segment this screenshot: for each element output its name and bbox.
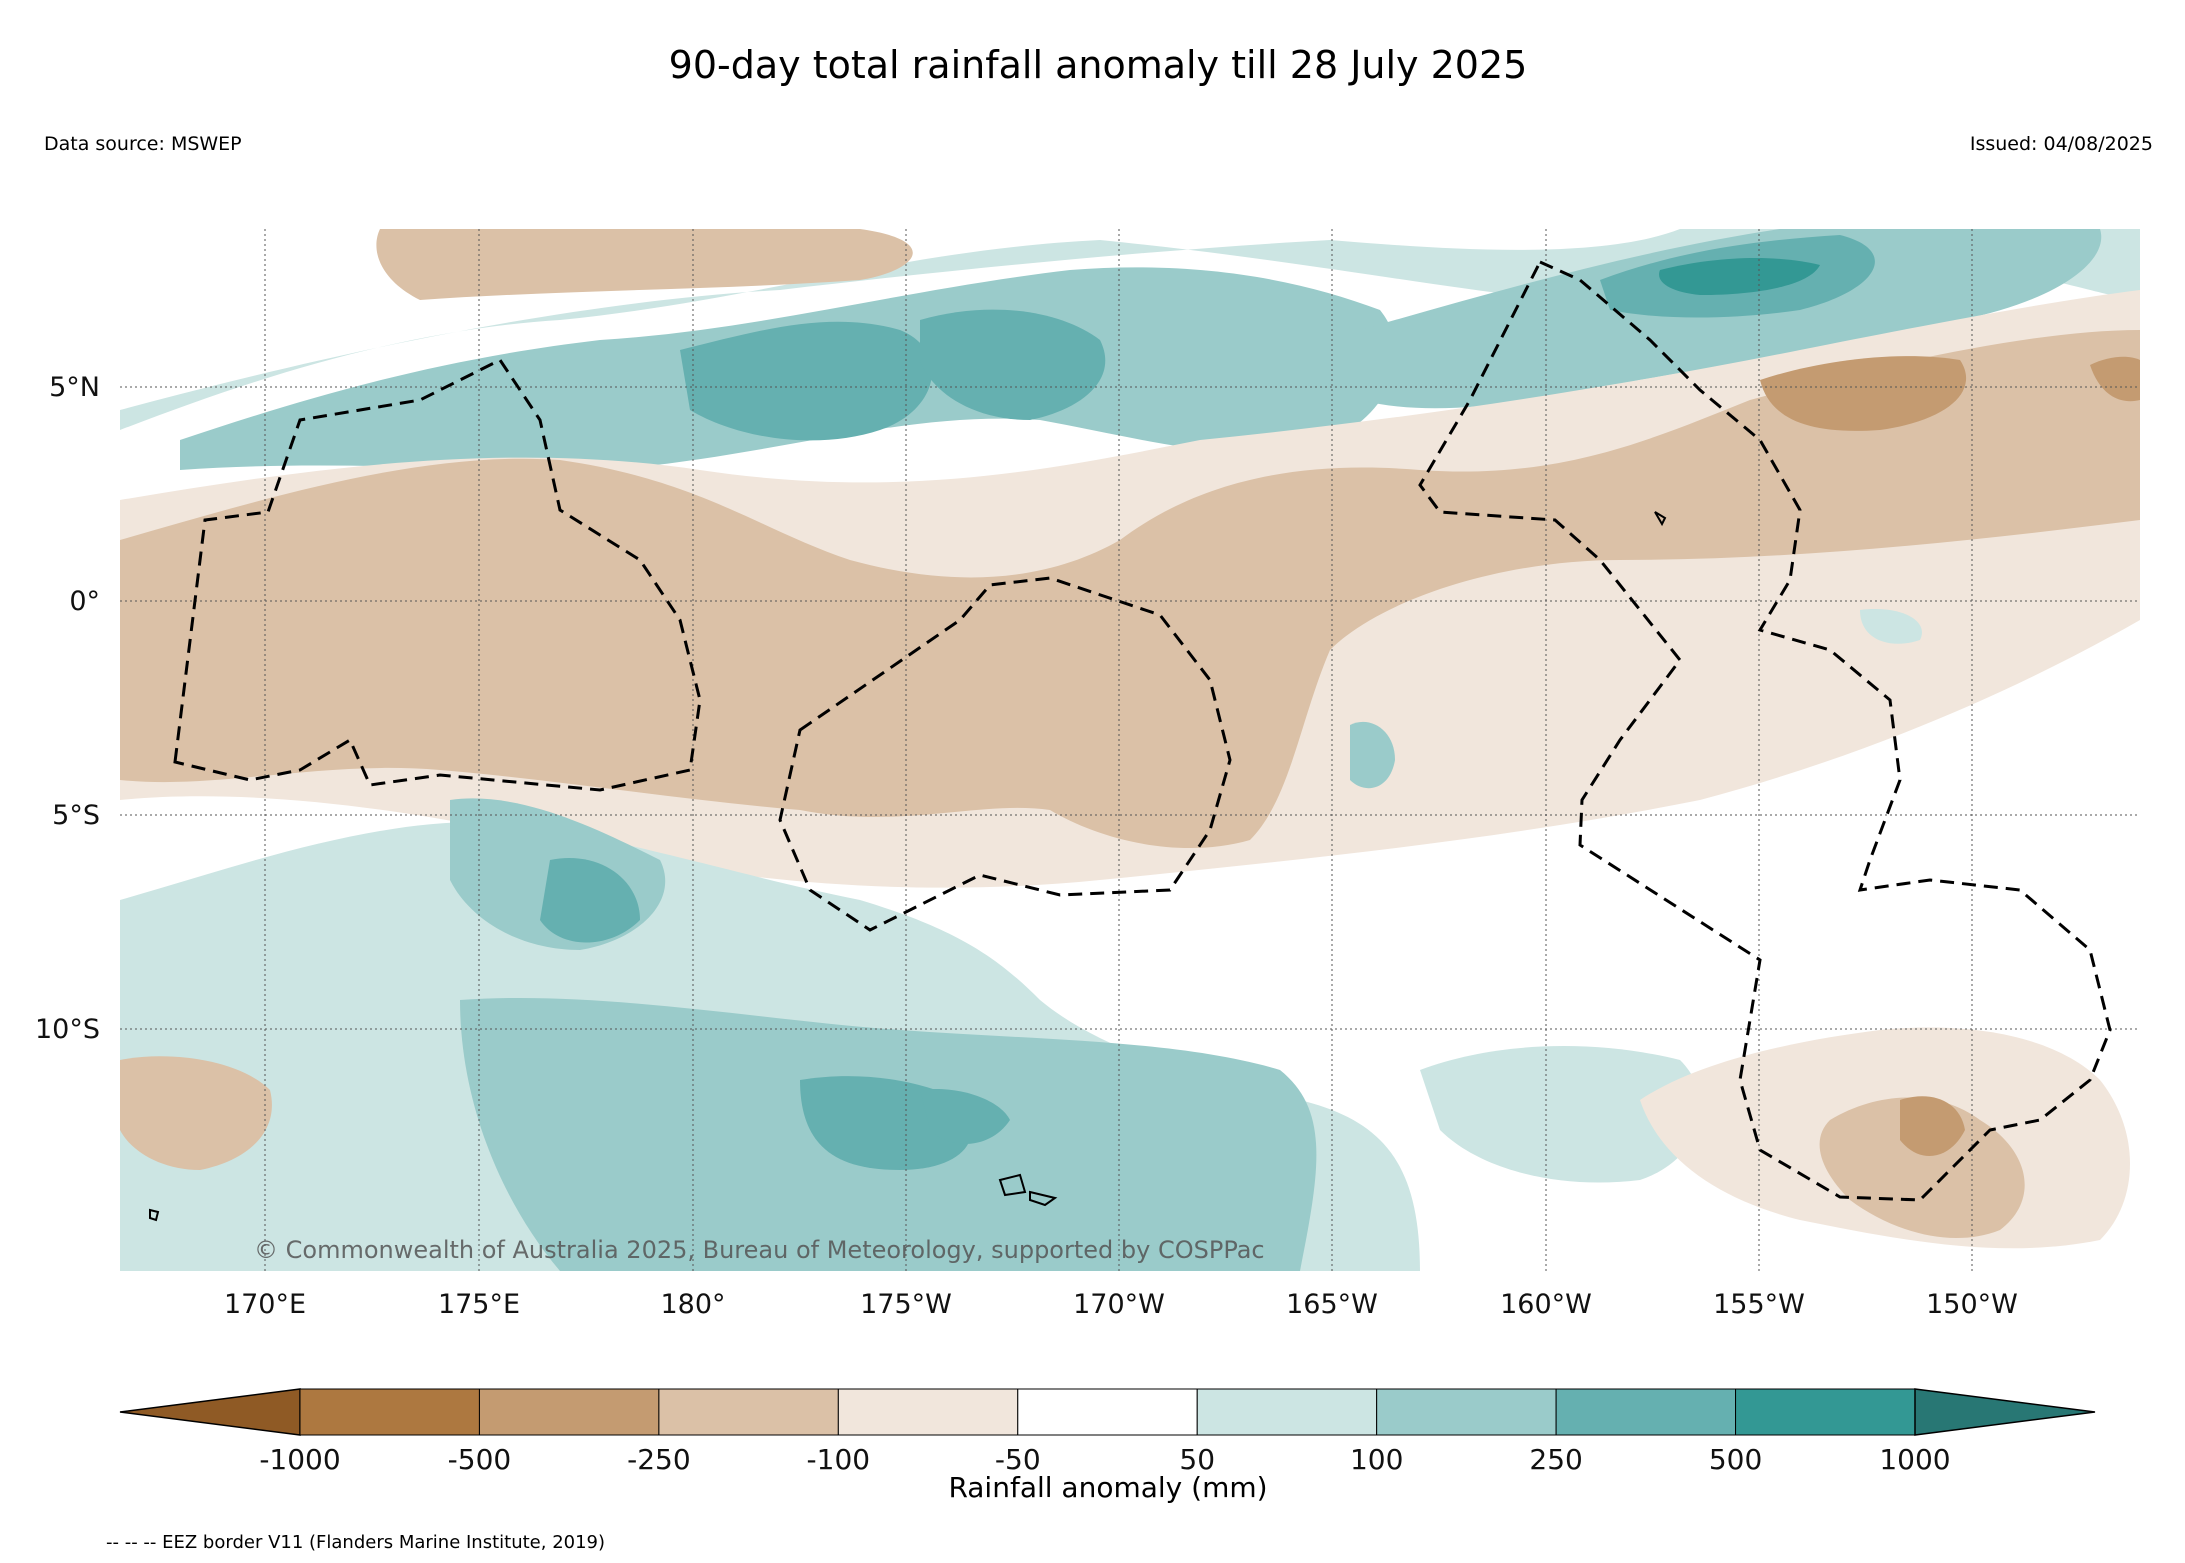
- anomaly-wet-south-west-2: [540, 858, 640, 943]
- anomaly-wet-patch-2: [1860, 609, 1922, 644]
- anomaly-dry-northeast-strong: [1760, 356, 1967, 431]
- lat-label-10s: 10°S: [35, 1014, 100, 1045]
- lon-label-170w: 170°W: [1073, 1289, 1165, 1320]
- anomaly-wet-patch-1: [1350, 721, 1395, 789]
- cb-tick: -250: [627, 1443, 691, 1476]
- colorbar-segment: [837, 1388, 1019, 1436]
- anomaly-dry-northwest: [376, 229, 913, 300]
- lon-label-175e: 175°E: [438, 1289, 520, 1320]
- lon-label-150w: 150°W: [1926, 1289, 2018, 1320]
- anomaly-wet-north-mid-2: [1360, 229, 2102, 409]
- anomaly-wet-south-strong-2: [920, 1089, 1010, 1144]
- colorbar-segment: [478, 1388, 660, 1436]
- anomaly-dry-northeast-strong-2: [2090, 356, 2140, 402]
- lat-label-5n: 5°N: [49, 372, 100, 403]
- colorbar-ticks: -1000 -500 -250 -100 -50 50 100 250 500 …: [259, 1443, 1950, 1476]
- colorbar-segment: [1735, 1388, 1916, 1436]
- data-source: Data source: MSWEP: [44, 133, 242, 155]
- cb-tick: 250: [1529, 1443, 1582, 1476]
- cb-tick: 100: [1350, 1443, 1403, 1476]
- cb-tick: -50: [995, 1443, 1041, 1476]
- island-1: [998, 1173, 1027, 1197]
- island-3: [149, 1208, 160, 1222]
- colorbar-segment: [1196, 1388, 1378, 1436]
- cb-tick: -100: [807, 1443, 871, 1476]
- colorbar-segment: [1017, 1388, 1198, 1436]
- anomaly-wet-north-strong: [680, 321, 933, 441]
- colorbar-segment: [299, 1388, 480, 1436]
- eez-border-line-islands-north: [1418, 260, 2112, 1202]
- islands: [149, 511, 1667, 1222]
- lat-label-5s: 5°S: [52, 800, 100, 831]
- lon-label-170e: 170°E: [224, 1289, 306, 1320]
- colorbar: [119, 1388, 2096, 1436]
- map-title: 90-day total rainfall anomaly till 28 Ju…: [669, 43, 1528, 87]
- island-4: [1654, 511, 1667, 527]
- colorbar-extend-low: [119, 1388, 301, 1436]
- cb-tick: 500: [1709, 1443, 1762, 1476]
- cb-tick: -1000: [259, 1443, 340, 1476]
- cb-tick: -500: [448, 1443, 512, 1476]
- map-area: © Commonwealth of Australia 2025, Bureau…: [120, 229, 2140, 1271]
- anomaly-dry-southwest: [120, 1056, 272, 1170]
- lon-label-165w: 165°W: [1286, 1289, 1378, 1320]
- lon-label-175w: 175°W: [860, 1289, 952, 1320]
- latitude-labels: 5°N 0° 5°S 10°S: [35, 372, 100, 1045]
- eez-border-tokelau: [778, 576, 1232, 932]
- lon-label-160w: 160°W: [1500, 1289, 1592, 1320]
- anomaly-dry-southeast-strong: [1900, 1096, 1965, 1157]
- anomaly-wet-north-strong-2: [920, 309, 1106, 420]
- cb-tick: 1000: [1879, 1443, 1950, 1476]
- anomaly-dry-equator: [120, 330, 2140, 849]
- anomaly-dry-southeast: [1819, 1097, 2025, 1239]
- island-2: [1029, 1190, 1058, 1207]
- issued-date: Issued: 04/08/2025: [1970, 133, 2153, 155]
- anomaly-wet-south-weak-2: [1420, 1046, 1701, 1183]
- lat-label-0: 0°: [69, 586, 100, 617]
- colorbar-segment: [658, 1388, 839, 1436]
- anomaly-wet-north-strong-4: [1659, 258, 1820, 295]
- lon-label-180: 180°: [660, 1289, 725, 1320]
- longitude-labels: 170°E 175°E 180° 175°W 170°W 165°W 160°W…: [224, 1289, 2018, 1320]
- eez-legend-note: -- -- -- EEZ border V11 (Flanders Marine…: [106, 1532, 605, 1553]
- eez-borders: [173, 260, 2112, 1202]
- colorbar-extend-high: [1914, 1388, 2096, 1436]
- colorbar-segment: [1376, 1388, 1557, 1436]
- eez-border-kiribati-gilbert: [173, 358, 702, 792]
- cb-tick: 50: [1179, 1443, 1215, 1476]
- copyright-notice: © Commonwealth of Australia 2025, Bureau…: [254, 1236, 1265, 1264]
- lon-label-155w: 155°W: [1713, 1289, 1805, 1320]
- colorbar-label: Rainfall anomaly (mm): [948, 1471, 1267, 1504]
- colorbar-segment: [1555, 1388, 1737, 1436]
